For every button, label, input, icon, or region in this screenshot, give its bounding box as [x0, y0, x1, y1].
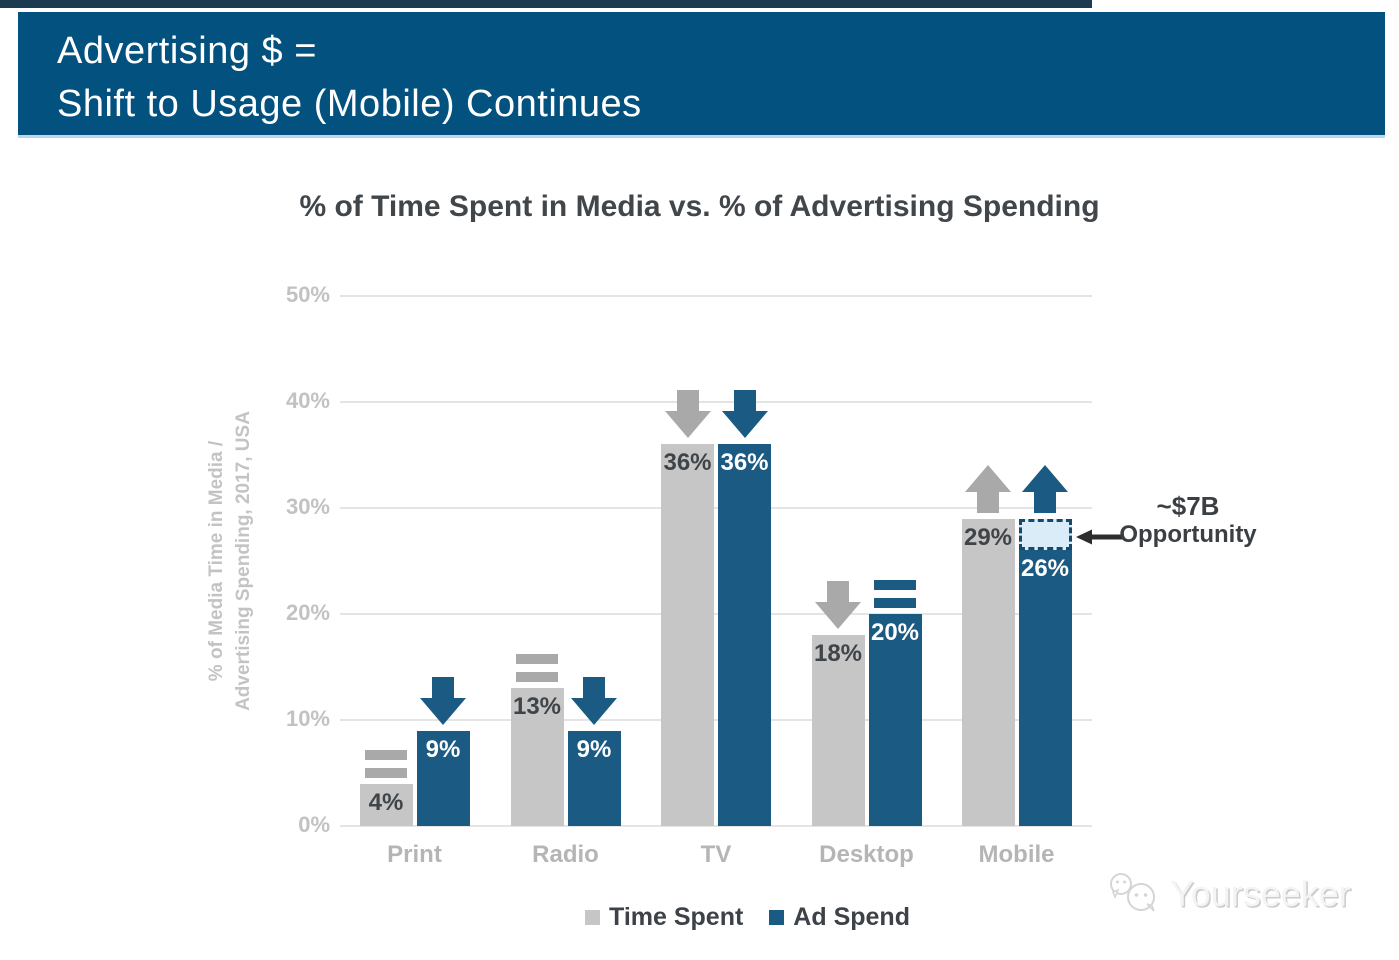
trend-indicator-up-time-spent-mobile	[965, 464, 1011, 513]
equals-trend-icon	[874, 580, 916, 608]
banner-line-2: Shift to Usage (Mobile) Continues	[57, 83, 642, 125]
legend-label: Ad Spend	[793, 903, 910, 931]
bar-ad-spend-desktop	[868, 614, 922, 826]
wechat-logo-icon	[1110, 873, 1155, 912]
equals-trend-icon	[365, 749, 407, 778]
category-label-mobile: Mobile	[978, 841, 1055, 868]
legend-label: Time Spent	[609, 903, 744, 931]
bar-time-spent-mobile	[961, 518, 1015, 826]
gridline-30	[340, 507, 1092, 509]
watermark: Yourseeker	[1106, 870, 1351, 918]
legend-swatch	[769, 910, 785, 925]
gridline-50	[340, 295, 1092, 297]
gridline-20	[340, 613, 1092, 615]
category-label-desktop: Desktop	[819, 841, 914, 868]
bar-ad-spend-radio	[567, 730, 621, 826]
bar-time-spent-radio	[510, 688, 564, 826]
gridline-0	[340, 825, 1092, 827]
legend-swatch	[585, 910, 600, 925]
bar-ad-spend-mobile	[1018, 550, 1072, 826]
bar-time-spent-print	[359, 783, 413, 826]
bar-time-spent-desktop	[811, 635, 865, 826]
trend-indicator-down-ad-spend-tv	[721, 390, 768, 439]
arrow-down-icon	[420, 676, 466, 725]
title-banner: Advertising $ = Shift to Usage (Mobile) …	[18, 12, 1385, 138]
arrow-down-icon	[721, 390, 768, 439]
trend-indicator-flat-ad-spend-desktop	[874, 580, 916, 608]
trend-indicator-flat-time-spent-radio	[516, 654, 558, 683]
opportunity-arrow-icon	[1076, 529, 1124, 545]
watermark-text: Yourseeker	[1170, 873, 1351, 914]
arrow-down-icon	[664, 390, 711, 439]
opportunity-label: ~$7B Opportunity	[1104, 491, 1272, 549]
bar-value-ad-spend-desktop: 20%	[870, 619, 920, 646]
bar-value-ad-spend-tv: 36%	[720, 449, 769, 477]
category-label-tv: TV	[700, 841, 732, 868]
gridline-40	[340, 401, 1092, 403]
bar-value-ad-spend-radio: 9%	[576, 735, 612, 763]
trend-indicator-down-time-spent-desktop	[815, 581, 861, 630]
trend-indicator-down-ad-spend-radio	[571, 676, 617, 725]
legend-item-time-spent: Time Spent	[585, 903, 743, 932]
bar-ad-spend-print	[416, 730, 470, 826]
trend-indicator-down-ad-spend-print	[420, 676, 466, 725]
legend: Time Spent Ad Spend	[585, 903, 910, 932]
arrow-down-icon	[571, 676, 617, 725]
bar-ad-spend-tv	[718, 444, 771, 826]
opportunity-amount: ~$7B	[1156, 491, 1220, 521]
y-tick-label-40: 40%	[285, 388, 330, 413]
chart-title: % of Time Spent in Media vs. % of Advert…	[299, 190, 1100, 223]
category-label-radio: Radio	[532, 841, 599, 868]
bar-value-time-spent-radio: 13%	[512, 693, 562, 721]
trend-indicator-down-time-spent-tv	[664, 390, 711, 439]
banner-line-1: Advertising $ =	[57, 30, 317, 72]
opportunity-box	[1018, 518, 1072, 551]
y-tick-label-30: 30%	[285, 494, 330, 519]
gridline-10	[340, 719, 1092, 721]
trend-indicator-flat-time-spent-print	[365, 749, 407, 778]
bar-value-time-spent-desktop: 18%	[813, 640, 863, 668]
bar-value-ad-spend-mobile: 26%	[1020, 555, 1070, 583]
y-tick-label-0: 0%	[298, 812, 330, 837]
opportunity-word: Opportunity	[1119, 521, 1257, 548]
y-tick-label-10: 10%	[285, 706, 330, 731]
trend-indicator-up-ad-spend-mobile	[1022, 464, 1068, 513]
bar-value-ad-spend-print: 9%	[425, 735, 461, 763]
arrow-up-icon	[1022, 464, 1068, 513]
bar-time-spent-tv	[661, 444, 714, 826]
bar-value-time-spent-tv: 36%	[663, 449, 712, 477]
arrow-down-icon	[815, 581, 861, 630]
y-tick-label-50: 50%	[285, 282, 330, 307]
top-progress-strip	[0, 0, 1092, 8]
bar-value-time-spent-print: 4%	[368, 788, 404, 816]
bar-value-time-spent-mobile: 29%	[963, 523, 1013, 551]
category-label-print: Print	[387, 841, 442, 868]
arrow-up-icon	[965, 464, 1011, 513]
equals-trend-icon	[516, 654, 558, 683]
y-tick-label-20: 20%	[285, 600, 330, 625]
legend-item-ad-spend: Ad Spend	[769, 903, 910, 932]
